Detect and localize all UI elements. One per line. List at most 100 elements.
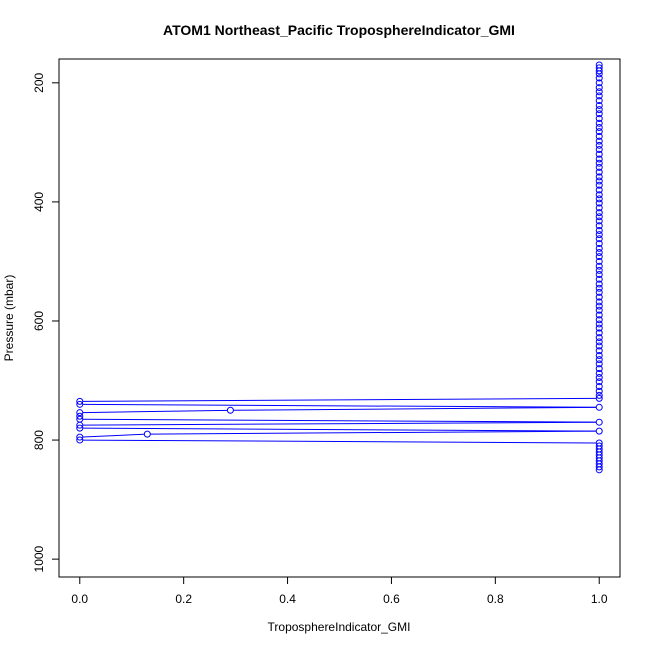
data-point xyxy=(595,217,603,225)
y-axis: 200 400 600 800 1000 xyxy=(32,72,60,572)
data-point xyxy=(595,466,603,474)
data-point xyxy=(595,128,603,136)
data-point xyxy=(595,378,603,386)
data-point xyxy=(595,244,603,252)
series-segment xyxy=(150,430,597,435)
data-point xyxy=(76,409,84,417)
data-point xyxy=(76,397,84,405)
data-point xyxy=(76,412,84,420)
data-point xyxy=(595,324,603,332)
data-point xyxy=(595,106,603,114)
x-tick-label: 0.4 xyxy=(279,592,296,606)
data-point xyxy=(595,101,603,109)
data-point xyxy=(76,436,84,444)
data-point xyxy=(595,199,603,207)
data-point xyxy=(595,168,603,176)
x-axis: 0.0 0.2 0.4 0.6 0.8 1.0 xyxy=(71,576,608,606)
data-point xyxy=(595,387,603,395)
data-point xyxy=(595,329,603,337)
x-tick-label: 1.0 xyxy=(591,592,608,606)
data-point xyxy=(595,342,603,350)
data-point xyxy=(595,150,603,158)
data-point xyxy=(595,356,603,364)
data-point xyxy=(595,141,603,149)
series-points xyxy=(76,61,603,474)
data-point xyxy=(595,293,603,301)
data-point xyxy=(595,257,603,265)
data-point xyxy=(76,400,84,408)
data-point xyxy=(595,235,603,243)
y-tick-label: 600 xyxy=(32,311,46,331)
data-point xyxy=(595,369,603,377)
y-axis-label: Pressure (mbar) xyxy=(2,275,16,362)
data-point xyxy=(595,204,603,212)
data-point xyxy=(595,146,603,154)
data-point xyxy=(595,222,603,230)
series-segment xyxy=(82,439,597,444)
series-segment xyxy=(82,418,597,423)
series-segment xyxy=(82,421,597,426)
data-point xyxy=(595,240,603,248)
x-axis-label: TroposphereIndicator_GMI xyxy=(268,620,411,634)
data-point xyxy=(595,88,603,96)
chart-title: ATOM1 Northeast_Pacific TroposphereIndic… xyxy=(163,22,515,38)
data-point xyxy=(595,463,603,471)
data-point xyxy=(595,418,603,426)
data-point xyxy=(595,302,603,310)
data-point xyxy=(595,110,603,118)
data-point xyxy=(595,163,603,171)
data-point xyxy=(595,191,603,199)
data-point xyxy=(595,391,603,399)
data-point xyxy=(595,177,603,185)
data-point xyxy=(595,231,603,239)
data-point xyxy=(595,360,603,368)
series-segment xyxy=(82,403,597,408)
series-segment xyxy=(233,406,597,411)
data-point xyxy=(595,79,603,87)
data-point xyxy=(595,74,603,82)
data-point xyxy=(595,320,603,328)
data-point xyxy=(595,159,603,167)
series-lines xyxy=(82,397,597,444)
data-point xyxy=(595,280,603,288)
data-point xyxy=(595,181,603,189)
series-segment xyxy=(82,409,228,414)
data-point xyxy=(595,67,603,75)
data-point xyxy=(595,394,603,402)
data-point xyxy=(595,70,603,78)
data-point xyxy=(595,347,603,355)
data-point xyxy=(595,137,603,145)
data-point xyxy=(595,334,603,342)
x-tick-label: 0.8 xyxy=(487,592,504,606)
data-point xyxy=(595,374,603,382)
data-point xyxy=(595,338,603,346)
data-point xyxy=(76,421,84,429)
data-point xyxy=(595,84,603,92)
data-point xyxy=(595,271,603,279)
data-point xyxy=(595,365,603,373)
series-segment xyxy=(82,433,145,438)
data-point xyxy=(595,92,603,100)
data-point xyxy=(595,195,603,203)
data-point xyxy=(595,155,603,163)
data-point xyxy=(595,123,603,131)
data-point xyxy=(595,284,603,292)
data-point xyxy=(595,97,603,105)
data-point xyxy=(143,430,151,438)
data-point xyxy=(595,298,603,306)
data-point xyxy=(595,186,603,194)
data-point xyxy=(595,132,603,140)
data-point xyxy=(595,226,603,234)
data-point xyxy=(595,209,603,217)
data-point xyxy=(226,406,234,414)
series-segment xyxy=(82,397,597,402)
data-point xyxy=(595,266,603,274)
y-tick-label: 1000 xyxy=(32,545,46,572)
data-point xyxy=(595,288,603,296)
y-tick-label: 800 xyxy=(32,430,46,450)
data-point xyxy=(595,119,603,127)
data-point xyxy=(595,352,603,360)
x-tick-label: 0.0 xyxy=(71,592,88,606)
data-point xyxy=(595,316,603,324)
